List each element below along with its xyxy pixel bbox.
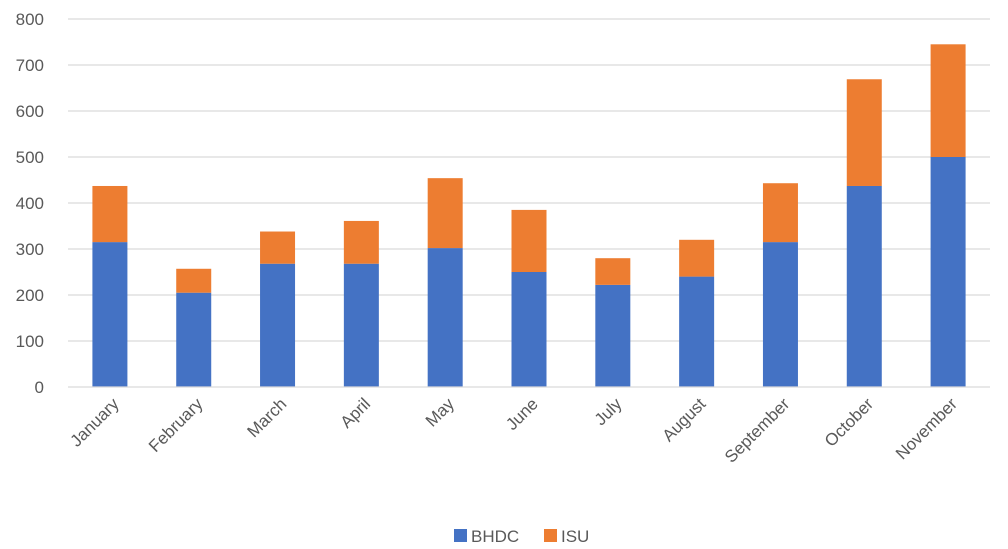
bar-isu-february [176, 268, 212, 293]
x-tick-label: June [502, 394, 542, 434]
y-tick-label: 700 [16, 56, 44, 75]
bar-isu-april [343, 220, 379, 264]
bar-bhdc-april [343, 263, 379, 387]
legend-label-bhdc: BHDC [471, 527, 519, 546]
y-tick-label: 300 [16, 240, 44, 259]
bar-bhdc-october [846, 185, 882, 387]
x-tick-label: February [145, 394, 207, 456]
bar-bhdc-september [762, 242, 798, 387]
bar-bhdc-march [260, 263, 296, 387]
bar-isu-june [511, 209, 547, 272]
bar-bhdc-november [930, 157, 966, 387]
bar-bhdc-july [595, 284, 631, 387]
x-tick-label: April [337, 394, 374, 431]
legend: BHDC ISU [454, 527, 589, 546]
x-tick-label: March [244, 394, 291, 441]
bar-isu-august [679, 239, 715, 277]
y-tick-label: 600 [16, 102, 44, 121]
bar-bhdc-august [679, 276, 715, 387]
y-tick-label: 400 [16, 194, 44, 213]
x-tick-label: January [67, 394, 124, 451]
y-tick-label: 500 [16, 148, 44, 167]
legend-label-isu: ISU [561, 527, 589, 546]
bar-bhdc-january [92, 242, 128, 387]
x-tick-label: September [721, 394, 793, 466]
x-tick-label: November [892, 394, 961, 463]
x-axis-tick-labels: January February March April May June July Augu… [67, 394, 962, 467]
bar-isu-october [846, 79, 882, 186]
y-axis-tick-labels: 0 100 200 300 400 500 600 700 800 [16, 10, 44, 397]
bar-bhdc-june [511, 272, 547, 387]
bar-bhdc-february [176, 292, 212, 387]
y-tick-label: 100 [16, 332, 44, 351]
bar-bhdc-may [427, 248, 463, 387]
x-tick-label: July [591, 394, 626, 429]
y-tick-label: 800 [16, 10, 44, 29]
bar-isu-may [427, 178, 463, 249]
bar-isu-july [595, 258, 631, 285]
y-tick-label: 0 [35, 378, 44, 397]
bars [92, 44, 966, 387]
x-tick-label: May [422, 394, 458, 430]
x-tick-label: August [659, 394, 710, 445]
legend-swatch-bhdc [454, 529, 467, 542]
bar-isu-march [260, 231, 296, 264]
bar-isu-january [92, 185, 128, 243]
bar-isu-september [762, 183, 798, 243]
x-tick-label: October [821, 394, 877, 450]
bar-isu-november [930, 44, 966, 157]
y-tick-label: 200 [16, 286, 44, 305]
legend-swatch-isu [544, 529, 557, 542]
